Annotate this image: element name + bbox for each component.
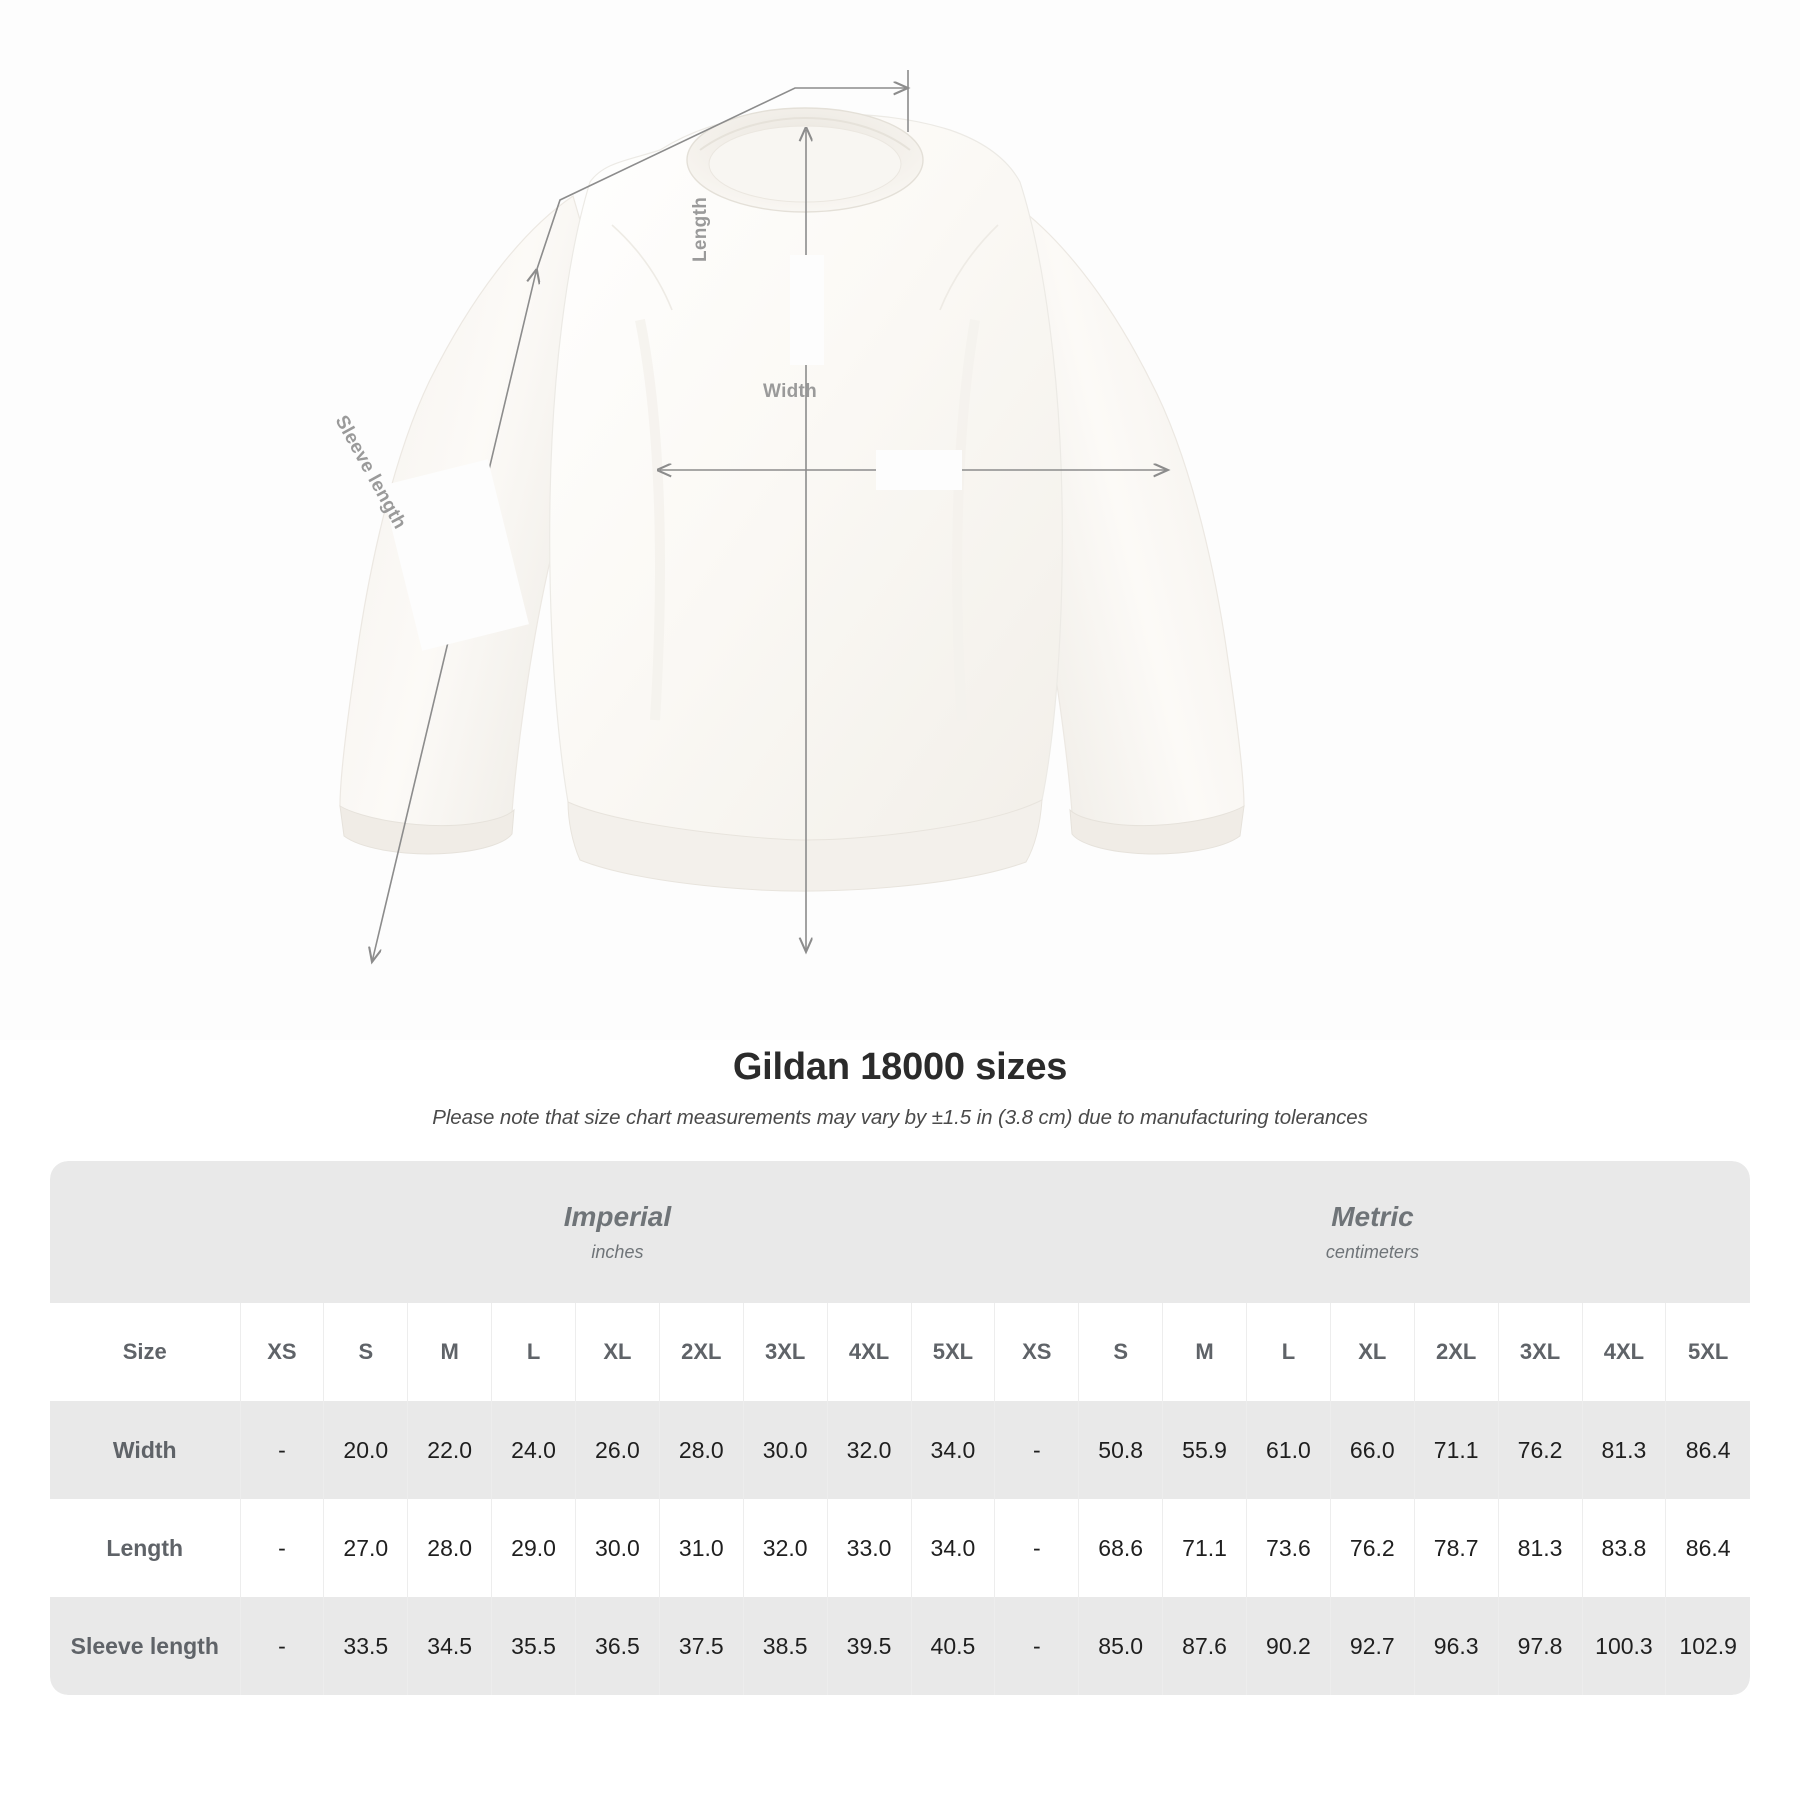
size-header-metric-3xl: 3XL xyxy=(1498,1303,1583,1401)
size-header-imperial-4xl: 4XL xyxy=(827,1303,912,1401)
cell-length-imperial-4xl: 33.0 xyxy=(827,1499,912,1597)
page-title: Gildan 18000 sizes xyxy=(732,1046,1068,1088)
cell-sleeve-length-metric-5xl: 102.9 xyxy=(1665,1597,1750,1695)
size-chart-table: Imperial inches Metric centimeters Size XS S M L… xyxy=(50,1161,1750,1695)
cell-length-metric-2xl: 78.7 xyxy=(1414,1499,1499,1597)
cell-sleeve-length-metric-3xl: 97.8 xyxy=(1498,1597,1583,1695)
cell-sleeve-length-imperial-m: 34.5 xyxy=(407,1597,493,1695)
cell-width-metric-xl: 66.0 xyxy=(1330,1401,1415,1499)
cell-length-metric-4xl: 83.8 xyxy=(1582,1499,1667,1597)
cell-sleeve-length-metric-xs: - xyxy=(994,1597,1080,1695)
cell-length-metric-s: 68.6 xyxy=(1078,1499,1164,1597)
cell-sleeve-length-imperial-3xl: 38.5 xyxy=(743,1597,828,1695)
size-header-metric-xl: XL xyxy=(1330,1303,1415,1401)
unit-group-subtitle: inches xyxy=(591,1241,644,1262)
cell-sleeve-length-imperial-2xl: 37.5 xyxy=(659,1597,744,1695)
unit-group-imperial: Imperial inches xyxy=(240,1161,995,1303)
size-header-row: Size XS S M L XL 2XL 3XL 4XL 5XL XS S M L XL 2XL 3XL 4XL 5… xyxy=(50,1303,1750,1401)
cell-sleeve-length-metric-l: 90.2 xyxy=(1246,1597,1331,1695)
cell-length-metric-xs: - xyxy=(994,1499,1080,1597)
sweatshirt-illustration xyxy=(339,70,1245,1040)
cell-width-metric-m: 55.9 xyxy=(1162,1401,1247,1499)
cell-width-metric-2xl: 71.1 xyxy=(1414,1401,1499,1499)
cell-length-metric-l: 73.6 xyxy=(1246,1499,1331,1597)
size-header-metric-4xl: 4XL xyxy=(1582,1303,1667,1401)
cell-length-metric-xl: 76.2 xyxy=(1330,1499,1415,1597)
size-header-imperial-3xl: 3XL xyxy=(743,1303,828,1401)
cell-width-metric-3xl: 76.2 xyxy=(1498,1401,1583,1499)
cell-length-imperial-xs: - xyxy=(240,1499,325,1597)
size-header-imperial-m: M xyxy=(407,1303,493,1401)
unit-group-name: Imperial xyxy=(563,1201,672,1233)
cell-width-imperial-5xl: 34.0 xyxy=(911,1401,996,1499)
unit-group-subtitle: centimeters xyxy=(1325,1241,1419,1262)
cell-length-imperial-xl: 30.0 xyxy=(575,1499,660,1597)
length-dimension-label: Length xyxy=(690,196,711,262)
cell-sleeve-length-metric-m: 87.6 xyxy=(1162,1597,1247,1695)
cell-sleeve-length-imperial-l: 35.5 xyxy=(491,1597,576,1695)
cell-length-metric-m: 71.1 xyxy=(1162,1499,1247,1597)
cell-sleeve-length-imperial-5xl: 40.5 xyxy=(911,1597,996,1695)
cell-width-metric-s: 50.8 xyxy=(1078,1401,1164,1499)
size-header-metric-m: M xyxy=(1162,1303,1247,1401)
size-header-imperial-l: L xyxy=(491,1303,576,1401)
size-column-header: Size xyxy=(50,1303,241,1401)
size-header-metric-l: L xyxy=(1246,1303,1331,1401)
width-dimension-label: Width xyxy=(763,381,818,402)
size-chart-table-wrapper: Imperial inches Metric centimeters Size XS S M L… xyxy=(50,1161,1750,1695)
tolerance-note: Please note that size chart measurements… xyxy=(432,1106,1368,1129)
cell-sleeve-length-metric-2xl: 96.3 xyxy=(1414,1597,1499,1695)
row-label-width: Width xyxy=(50,1401,241,1499)
size-header-metric-2xl: 2XL xyxy=(1414,1303,1499,1401)
cell-length-imperial-2xl: 31.0 xyxy=(659,1499,744,1597)
cell-sleeve-length-imperial-xs: - xyxy=(240,1597,325,1695)
cell-width-imperial-xl: 26.0 xyxy=(575,1401,660,1499)
cell-width-metric-5xl: 86.4 xyxy=(1665,1401,1750,1499)
cell-sleeve-length-imperial-4xl: 39.5 xyxy=(827,1597,912,1695)
cell-width-imperial-2xl: 28.0 xyxy=(659,1401,744,1499)
cell-sleeve-length-metric-s: 85.0 xyxy=(1078,1597,1164,1695)
row-label-sleeve-length: Sleeve length xyxy=(50,1597,241,1695)
size-header-imperial-5xl: 5XL xyxy=(911,1303,996,1401)
size-header-imperial-xs: XS xyxy=(240,1303,325,1401)
size-header-metric-5xl: 5XL xyxy=(1665,1303,1750,1401)
cell-width-imperial-4xl: 32.0 xyxy=(827,1401,912,1499)
cell-sleeve-length-imperial-xl: 36.5 xyxy=(575,1597,660,1695)
cell-length-imperial-s: 27.0 xyxy=(323,1499,409,1597)
table-row: Length -27.0 28.0 29.0 30.0 31.0 32.0 33.0 34.0-… xyxy=(50,1499,1750,1597)
cell-width-metric-xs: - xyxy=(994,1401,1080,1499)
size-header-metric-xs: XS xyxy=(994,1303,1080,1401)
unit-group-row: Imperial inches Metric centimeters xyxy=(50,1161,1750,1303)
cell-length-imperial-5xl: 34.0 xyxy=(911,1499,996,1597)
cell-width-imperial-3xl: 30.0 xyxy=(743,1401,828,1499)
cell-length-imperial-m: 28.0 xyxy=(407,1499,493,1597)
size-header-imperial-s: S xyxy=(323,1303,409,1401)
cell-length-imperial-l: 29.0 xyxy=(491,1499,576,1597)
table-row: Sleeve length -33.5 34.5 35.5 36.5 37.5 38.5 39… xyxy=(50,1597,1750,1695)
cell-width-imperial-s: 20.0 xyxy=(323,1401,409,1499)
cell-length-metric-3xl: 81.3 xyxy=(1498,1499,1583,1597)
unit-group-metric: Metric centimeters xyxy=(994,1161,1750,1303)
title-block: Gildan 18000 sizes Please note that size… xyxy=(0,1040,1800,1130)
size-header-metric-s: S xyxy=(1078,1303,1164,1401)
cell-sleeve-length-metric-xl: 92.7 xyxy=(1330,1597,1415,1695)
table-row: Width -20.0 22.0 24.0 26.0 28.0 30.0 32.0 34.0-5… xyxy=(50,1401,1750,1499)
cell-sleeve-length-metric-4xl: 100.3 xyxy=(1582,1597,1667,1695)
cell-width-metric-l: 61.0 xyxy=(1246,1401,1331,1499)
unit-group-name: Metric xyxy=(1331,1201,1414,1233)
size-header-imperial-2xl: 2XL xyxy=(659,1303,744,1401)
cell-width-imperial-m: 22.0 xyxy=(407,1401,493,1499)
size-header-imperial-xl: XL xyxy=(575,1303,660,1401)
cell-sleeve-length-imperial-s: 33.5 xyxy=(323,1597,409,1695)
garment-diagram: Width Length Sleeve length xyxy=(330,70,1245,1040)
cell-width-imperial-xs: - xyxy=(240,1401,325,1499)
row-label-length: Length xyxy=(50,1499,241,1597)
cell-width-imperial-l: 24.0 xyxy=(491,1401,576,1499)
unit-row-spacer xyxy=(50,1161,240,1303)
cell-width-metric-4xl: 81.3 xyxy=(1582,1401,1667,1499)
cell-length-metric-5xl: 86.4 xyxy=(1665,1499,1750,1597)
cell-length-imperial-3xl: 32.0 xyxy=(743,1499,828,1597)
